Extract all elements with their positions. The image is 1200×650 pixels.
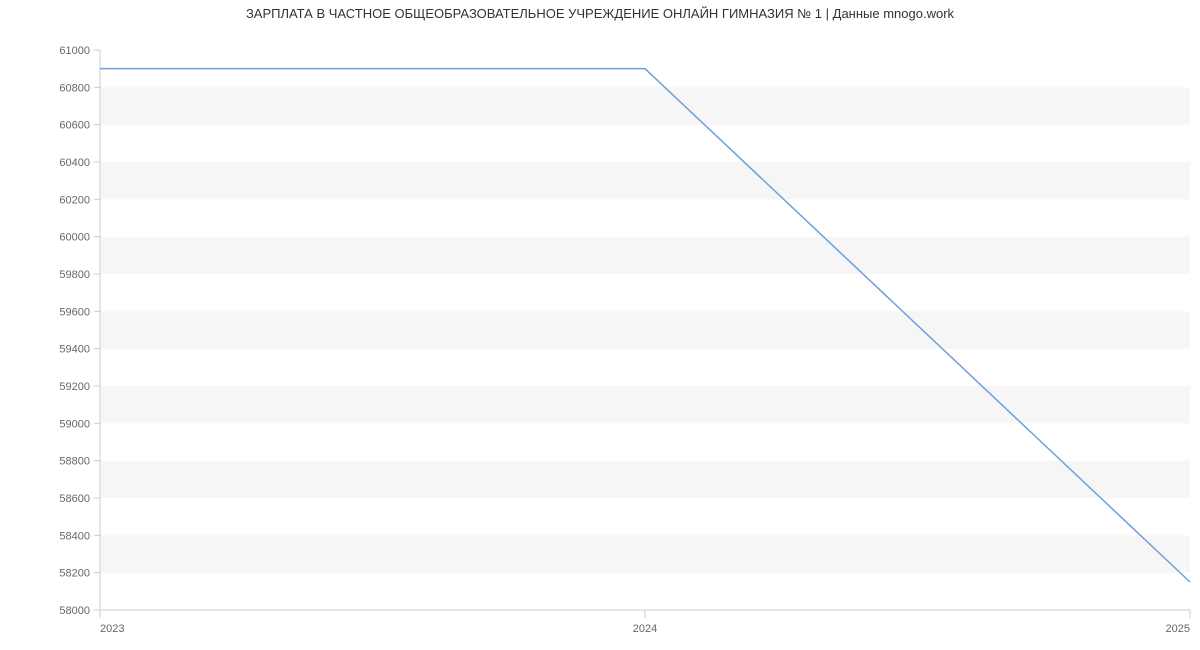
y-tick-label: 60000	[59, 232, 90, 244]
y-tick-label: 58600	[59, 493, 90, 505]
y-tick-label: 60200	[59, 194, 90, 206]
x-tick-label: 2023	[100, 623, 124, 635]
x-tick-label: 2024	[633, 623, 657, 635]
y-tick-label: 60800	[59, 82, 90, 94]
y-tick-label: 58200	[59, 568, 90, 580]
y-tick-label: 61000	[59, 45, 90, 57]
y-tick-label: 59600	[59, 306, 90, 318]
chart-svg: 58000 58200 58400 58600 58800 59000 59200 59400…	[0, 0, 1200, 650]
x-tick-label: 2025	[1166, 623, 1190, 635]
y-tick-label: 59000	[59, 418, 90, 430]
y-tick-label: 58000	[59, 605, 90, 617]
salary-line-chart: ЗАРПЛАТА В ЧАСТНОЕ ОБЩЕОБРАЗОВАТЕЛЬНОЕ У…	[0, 0, 1200, 650]
y-tick-label: 58800	[59, 456, 90, 468]
y-tick-label: 59800	[59, 269, 90, 281]
y-tick-label: 59400	[59, 344, 90, 356]
y-tick-label: 60600	[59, 120, 90, 132]
y-tick-label: 58400	[59, 530, 90, 542]
y-tick-label: 59200	[59, 381, 90, 393]
y-tick-label: 60400	[59, 157, 90, 169]
